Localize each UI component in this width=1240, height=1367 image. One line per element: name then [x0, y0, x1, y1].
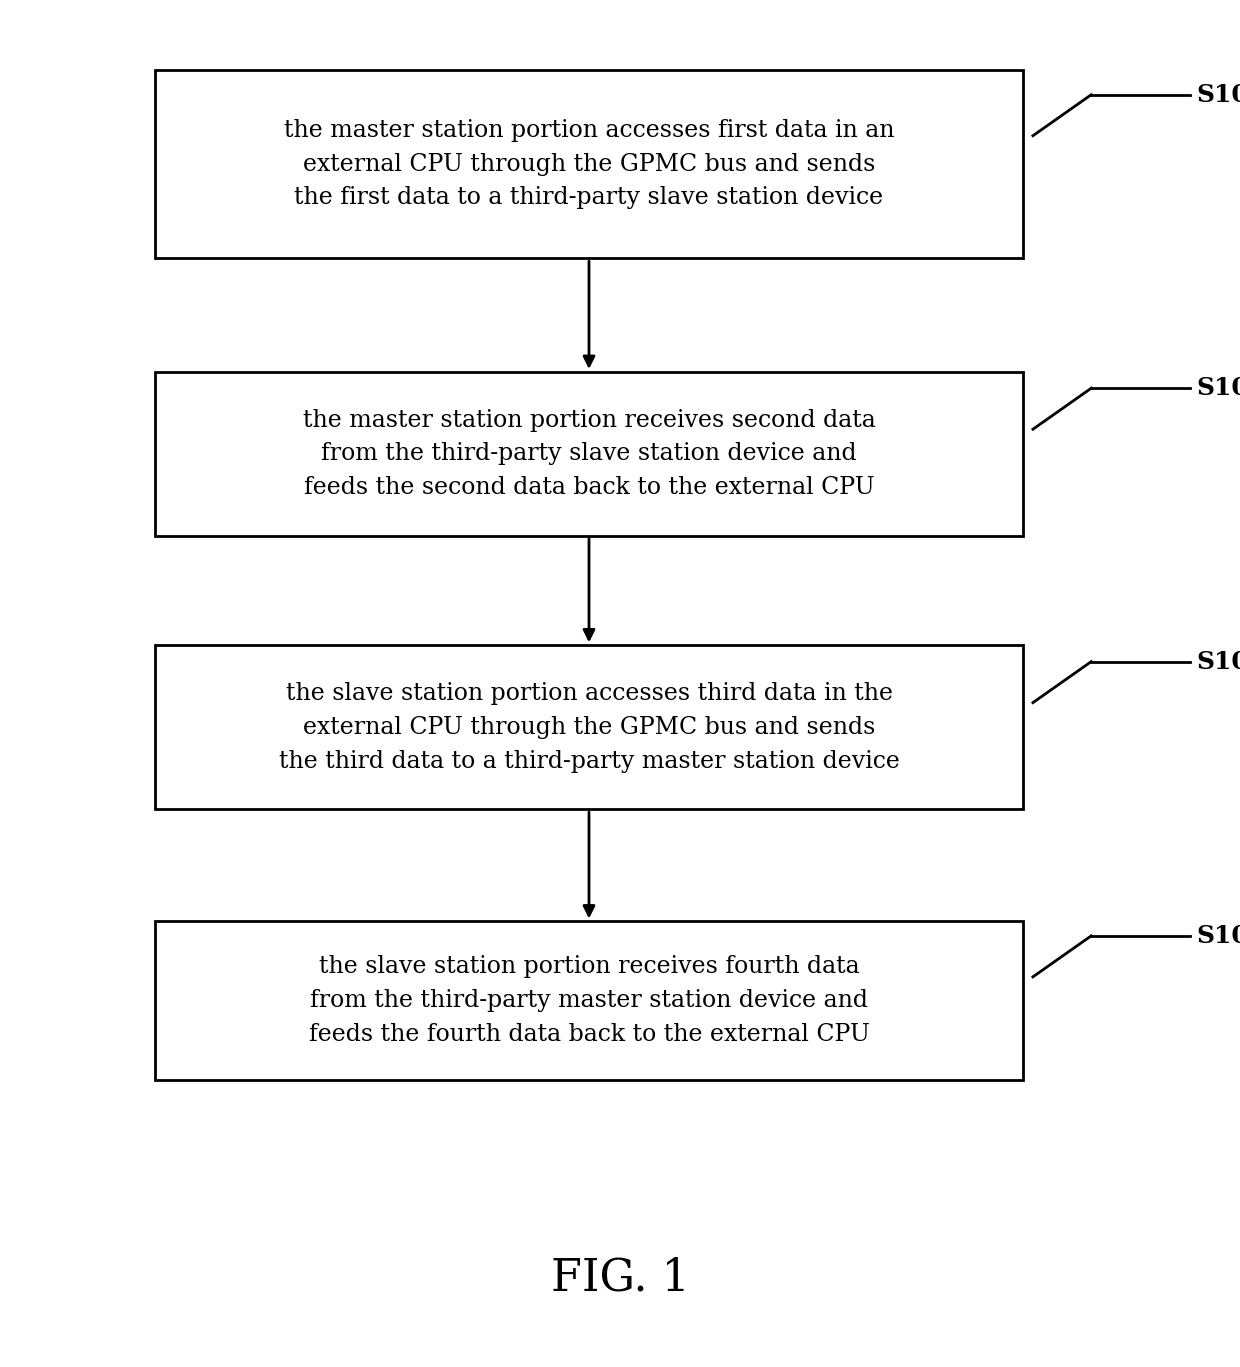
Text: S102: S102: [1197, 376, 1240, 401]
Text: S101: S101: [1197, 83, 1240, 107]
Bar: [155, 372, 1023, 536]
Text: the master station portion accesses first data in an
external CPU through the GP: the master station portion accesses firs…: [284, 119, 894, 209]
Text: S103: S103: [1197, 649, 1240, 674]
Bar: [155, 645, 1023, 809]
Text: the slave station portion receives fourth data
from the third-party master stati: the slave station portion receives fourt…: [309, 956, 869, 1046]
Bar: [155, 921, 1023, 1080]
Bar: [155, 70, 1023, 258]
Text: the master station portion receives second data
from the third-party slave stati: the master station portion receives seco…: [303, 409, 875, 499]
Text: the slave station portion accesses third data in the
external CPU through the GP: the slave station portion accesses third…: [279, 682, 899, 772]
Text: FIG. 1: FIG. 1: [551, 1256, 689, 1300]
Text: S104: S104: [1197, 924, 1240, 947]
